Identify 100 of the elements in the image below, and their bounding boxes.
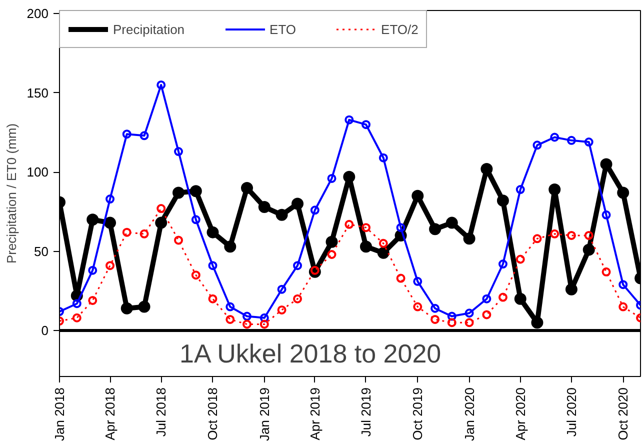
point — [496, 194, 509, 207]
point — [396, 223, 406, 232]
point — [482, 310, 492, 320]
point — [430, 304, 440, 313]
point — [174, 147, 184, 156]
point — [293, 261, 302, 270]
point — [584, 230, 594, 240]
x-tick-label: Jul 2018 — [154, 387, 169, 437]
point — [618, 302, 628, 312]
point — [138, 300, 150, 313]
point — [104, 216, 116, 229]
point — [565, 283, 578, 296]
point — [327, 250, 336, 259]
point — [140, 131, 149, 140]
x-tick-label: Jan 2018 — [52, 387, 67, 441]
point — [618, 280, 628, 290]
point — [120, 302, 133, 314]
point — [602, 267, 611, 276]
x-tick-label: Oct 2020 — [616, 387, 631, 440]
y-tick-label: 0 — [41, 323, 49, 338]
point — [208, 294, 218, 304]
point — [293, 294, 302, 304]
point — [310, 206, 320, 215]
point — [413, 276, 422, 286]
point — [106, 261, 115, 270]
y-tick-label: 200 — [26, 6, 49, 22]
point — [174, 236, 184, 245]
point — [464, 318, 474, 328]
point — [498, 260, 508, 268]
point — [240, 182, 253, 194]
point — [242, 320, 252, 329]
point — [277, 284, 286, 294]
point — [566, 230, 576, 240]
point — [208, 261, 218, 270]
point — [106, 194, 115, 204]
point — [584, 138, 594, 146]
point — [72, 299, 82, 308]
point — [258, 200, 270, 213]
x-tick-label: Jan 2020 — [462, 387, 477, 441]
point — [550, 132, 560, 142]
point — [447, 312, 456, 321]
point — [550, 229, 560, 238]
x-tick-label: Oct 2019 — [410, 387, 426, 440]
point — [412, 190, 424, 202]
point — [191, 215, 200, 224]
point — [155, 216, 168, 229]
y-tick-label: 50 — [34, 244, 49, 259]
point — [362, 223, 370, 232]
point — [378, 238, 388, 248]
point — [260, 320, 269, 329]
point — [582, 244, 595, 256]
point — [343, 170, 356, 183]
point — [327, 174, 336, 183]
point — [344, 220, 354, 229]
point — [122, 130, 132, 139]
point — [548, 184, 561, 196]
point — [360, 240, 372, 253]
point — [446, 216, 458, 229]
point — [514, 292, 526, 305]
point — [482, 294, 492, 304]
point — [277, 305, 286, 314]
y-axis-title: Precipitation / ET0 (mm) — [4, 123, 19, 264]
point — [156, 204, 166, 214]
point — [429, 223, 442, 236]
y-tick-label: 150 — [26, 85, 49, 100]
point — [566, 136, 576, 145]
point — [172, 186, 185, 199]
point — [88, 296, 98, 305]
point — [480, 162, 493, 175]
y-tick-label: 100 — [26, 164, 49, 180]
point — [463, 232, 476, 245]
x-tick-label: Jan 2019 — [256, 387, 272, 441]
point — [464, 308, 474, 318]
x-tick-label: Apr 2019 — [307, 387, 322, 440]
point — [377, 246, 390, 259]
point — [413, 302, 422, 312]
annotation: 1A Ukkel 2018 to 2020 — [180, 338, 442, 368]
legend-label: ETO — [270, 22, 296, 36]
point — [344, 115, 354, 124]
point — [516, 254, 525, 264]
x-tick-label: Apr 2020 — [512, 387, 528, 440]
point — [602, 210, 611, 220]
point — [498, 292, 508, 302]
point — [190, 185, 202, 198]
point — [362, 120, 370, 130]
point — [532, 234, 542, 244]
point — [191, 270, 200, 280]
point — [206, 226, 219, 238]
point — [140, 229, 149, 238]
point — [378, 153, 388, 162]
point — [617, 186, 630, 199]
point — [260, 313, 269, 322]
point — [516, 185, 525, 194]
point — [430, 314, 440, 324]
point — [292, 198, 304, 210]
point — [532, 140, 542, 150]
point — [88, 266, 98, 275]
point — [447, 318, 456, 328]
point — [276, 208, 288, 221]
point — [224, 240, 236, 253]
